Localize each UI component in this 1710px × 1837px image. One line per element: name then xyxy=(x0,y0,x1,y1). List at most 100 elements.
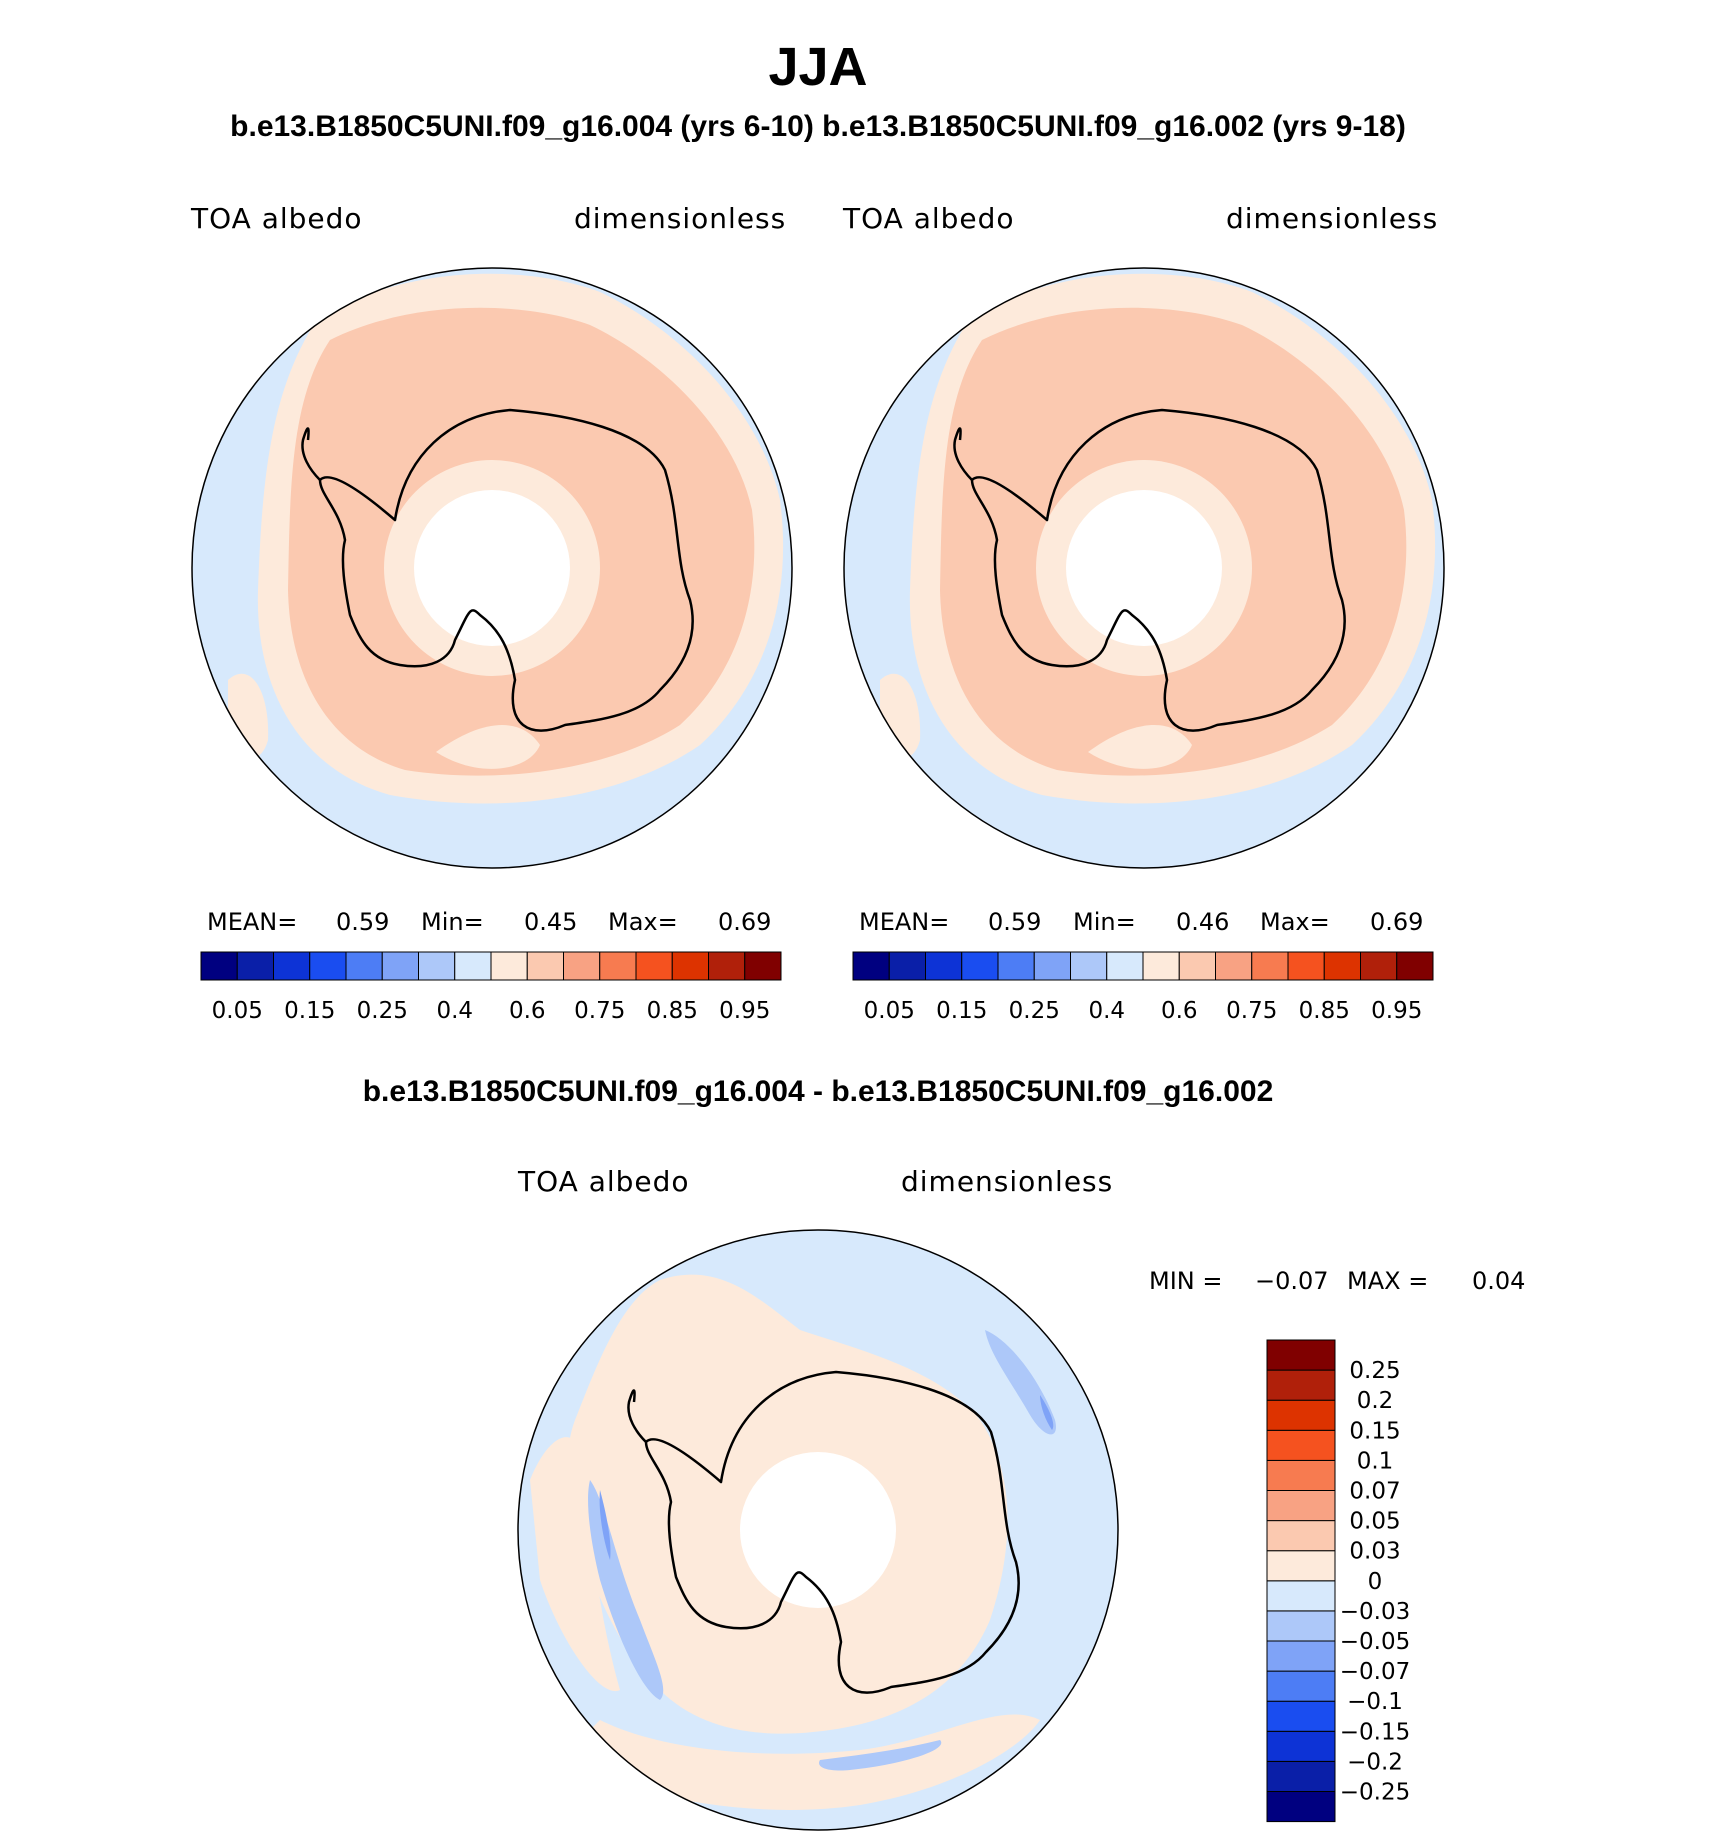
difference-colorbar-swatch xyxy=(1266,1760,1336,1793)
panel2-colorbar-tick-label: 0.95 xyxy=(1371,998,1422,1024)
panel1-colorbar-swatch xyxy=(381,951,419,981)
panel2-colorbar-swatch xyxy=(1142,951,1180,981)
difference-colorbar-tick-label: −0.1 xyxy=(1347,1689,1403,1715)
panel2-peninsula-coastline xyxy=(953,427,973,481)
difference-colorbar-swatch xyxy=(1266,1580,1336,1612)
panel1-colorbar-swatch xyxy=(526,951,564,981)
top-panels-subtitle: b.e13.B1850C5UNI.f09_g16.004 (yrs 6-10) … xyxy=(230,110,1406,143)
panel1-variable-label: TOA albedo xyxy=(191,202,363,235)
panel2-mean-label: MEAN= xyxy=(859,908,950,936)
panel2-colorbar-tick-label: 0.75 xyxy=(1226,998,1277,1024)
panel2-colorbar-swatch xyxy=(1251,951,1289,981)
difference-colorbar-tick-label: 0 xyxy=(1368,1569,1383,1595)
difference-colorbar-tick-label: 0.05 xyxy=(1349,1509,1400,1535)
difference-colorbar-swatch xyxy=(1266,1399,1336,1431)
panel1-colorbar-tick-label: 0.75 xyxy=(574,998,625,1024)
panel1-colorbar-swatch xyxy=(345,951,383,981)
difference-negative-core-east xyxy=(1040,1395,1054,1430)
panel1-antarctica-coastline xyxy=(318,408,694,732)
panel3-min-value: −0.07 xyxy=(1255,1267,1329,1295)
difference-colorbar-tick-label: 0.07 xyxy=(1349,1479,1400,1505)
panel2-colorbar-tick-label: 0.05 xyxy=(864,998,915,1024)
difference-pole-missing xyxy=(740,1452,896,1608)
difference-colorbar-tick-label: 0.03 xyxy=(1349,1539,1400,1565)
difference-peninsula-coastline xyxy=(627,1389,647,1443)
panel1-colorbar-swatch xyxy=(744,951,782,981)
panel1-colorbar-tick-label: 0.95 xyxy=(719,998,770,1024)
difference-colorbar-tick-label: −0.2 xyxy=(1347,1749,1403,1775)
panel2-polar-map xyxy=(844,268,1444,868)
difference-colorbar-swatch xyxy=(1266,1640,1336,1672)
panel1-ice-margin-patch xyxy=(436,725,540,769)
figure-title: JJA xyxy=(768,37,868,97)
difference-colorbar-tick-label: −0.05 xyxy=(1340,1629,1410,1655)
panel1-colorbar-swatch xyxy=(273,951,311,981)
difference-colorbar-tick-label: −0.03 xyxy=(1340,1599,1410,1625)
difference-colorbar: −0.25 −0.2 −0.15 −0.1 −0.07 −0.05 −0.03 0 0.03 0.… xyxy=(1266,1339,1410,1823)
panel1-colorbar-swatch xyxy=(671,951,709,981)
panel2-max-label: Max= xyxy=(1260,908,1330,936)
difference-antarctica-coastline xyxy=(644,1370,1020,1694)
panel2-map-border xyxy=(843,267,1445,869)
panel1-colorbar-tick-label: 0.85 xyxy=(647,998,698,1024)
panel2-ice-margin-patch xyxy=(1088,725,1192,769)
panel1-min-value: 0.45 xyxy=(524,908,578,936)
difference-map-border xyxy=(517,1229,1119,1831)
panel2-pole-missing xyxy=(1066,490,1222,646)
difference-colorbar-swatch xyxy=(1266,1670,1336,1702)
panel3-max-value: 0.04 xyxy=(1472,1267,1526,1295)
panel1-colorbar-swatch xyxy=(490,951,528,981)
panel1-pole-missing xyxy=(414,490,570,646)
panel1-polar-map xyxy=(192,268,792,868)
panel2-min-value: 0.46 xyxy=(1176,908,1230,936)
panel1-colorbar-tick-label: 0.25 xyxy=(357,998,408,1024)
panel2-max-value: 0.69 xyxy=(1370,908,1424,936)
panel2-colorbar-tick-label: 0.4 xyxy=(1088,998,1125,1024)
difference-colorbar-swatch xyxy=(1266,1791,1336,1823)
panel3-min-label: MIN = xyxy=(1149,1267,1223,1295)
panel1-map-border xyxy=(191,267,793,869)
difference-colorbar-swatch xyxy=(1266,1610,1336,1642)
difference-colorbar-swatch xyxy=(1266,1339,1336,1371)
panel2-antarctica-coastline xyxy=(970,408,1346,732)
panel1-max-label: Max= xyxy=(608,908,678,936)
panel1-mean-label: MEAN= xyxy=(207,908,298,936)
panel3-variable-label: TOA albedo xyxy=(518,1165,690,1198)
panel1-colorbar-swatch xyxy=(236,951,274,981)
panel2-colorbar-swatch xyxy=(1323,951,1361,981)
panel2-mean-value: 0.59 xyxy=(988,908,1042,936)
panel1-colorbar-swatch xyxy=(708,951,746,981)
panel1-min-label: Min= xyxy=(421,908,484,936)
difference-colorbar-tick-label: −0.07 xyxy=(1340,1659,1410,1685)
difference-colorbar-swatch xyxy=(1266,1550,1336,1582)
panel1-colorbar-swatch xyxy=(454,951,492,981)
panel2-colorbar-tick-label: 0.6 xyxy=(1161,998,1198,1024)
difference-colorbar-swatch xyxy=(1266,1459,1336,1492)
panel1-colorbar-swatch xyxy=(563,951,601,981)
panel3-units-label: dimensionless xyxy=(901,1165,1114,1198)
panel3-max-label: MAX = xyxy=(1347,1267,1429,1295)
panel2-colorbar-swatch xyxy=(1033,951,1071,981)
panel2-colorbar: 0.05 0.15 0.25 0.4 0.6 0.75 0.85 0.95 xyxy=(852,951,1434,1024)
difference-colorbar-tick-label: −0.15 xyxy=(1340,1719,1410,1745)
panel2-colorbar-swatch xyxy=(961,951,999,981)
difference-negative-core-west xyxy=(599,1490,611,1560)
panel1-colorbar-swatch xyxy=(309,951,347,981)
panel2-colorbar-swatch xyxy=(1287,951,1325,981)
difference-colorbar-swatch xyxy=(1266,1429,1336,1461)
panel2-colorbar-swatch xyxy=(1360,951,1398,981)
panel2-colorbar-swatch xyxy=(1106,951,1144,981)
difference-colorbar-tick-label: −0.25 xyxy=(1340,1780,1410,1806)
panel1-colorbar-tick-label: 0.4 xyxy=(436,998,473,1024)
panel1-colorbar-tick-label: 0.05 xyxy=(212,998,263,1024)
difference-colorbar-tick-label: 0.25 xyxy=(1349,1358,1400,1384)
difference-negative-anomaly-east xyxy=(985,1330,1056,1435)
difference-negative-anomaly-south xyxy=(819,1740,942,1771)
panel2-units-label: dimensionless xyxy=(1226,202,1439,235)
difference-panel-subtitle: b.e13.B1850C5UNI.f09_g16.004 - b.e13.B18… xyxy=(362,1075,1274,1108)
panel2-colorbar-tick-label: 0.15 xyxy=(936,998,987,1024)
difference-colorbar-tick-label: 0.1 xyxy=(1357,1448,1394,1474)
panel2-colorbar-swatch xyxy=(888,951,926,981)
panel1-mean-value: 0.59 xyxy=(336,908,390,936)
